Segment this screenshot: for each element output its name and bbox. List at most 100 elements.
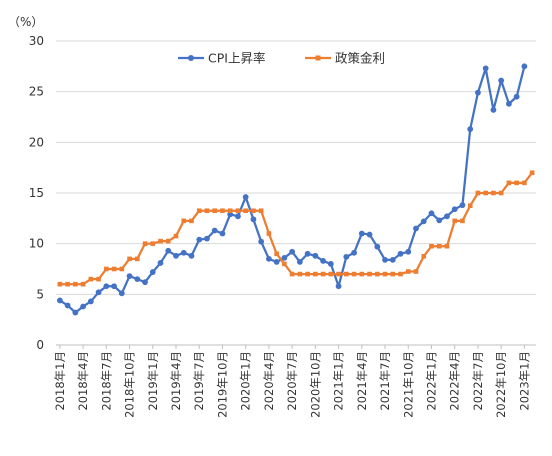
data-point xyxy=(134,256,140,262)
data-point xyxy=(103,283,110,290)
x-tick-label: 2021年7月 xyxy=(378,351,392,411)
data-point xyxy=(514,180,519,186)
legend: CPI上昇率 政策金利 xyxy=(178,51,385,66)
data-point xyxy=(289,248,296,255)
data-point xyxy=(204,208,210,214)
data-point xyxy=(359,271,365,277)
data-point xyxy=(475,190,481,196)
data-point xyxy=(95,289,102,296)
y-tick-label: 20 xyxy=(29,135,44,149)
data-point xyxy=(374,243,381,250)
data-point xyxy=(506,100,512,107)
legend-item: CPI上昇率 xyxy=(178,51,265,66)
x-axis: 2018年1月 2018年4月 2018年7月 2018年10月 2019年1月 2019… xyxy=(53,345,531,418)
data-point xyxy=(420,218,427,225)
data-point xyxy=(390,271,396,277)
data-point xyxy=(335,283,342,290)
data-point xyxy=(351,271,357,277)
x-tick-label: 2022年7月 xyxy=(471,351,485,411)
x-tick-label: 2020年4月 xyxy=(262,351,276,411)
data-point xyxy=(196,236,203,243)
data-point xyxy=(88,276,94,282)
data-point xyxy=(305,271,310,277)
data-point xyxy=(266,255,272,262)
data-point xyxy=(266,231,272,236)
x-tick-label: 2020年10月 xyxy=(308,351,322,418)
data-point xyxy=(405,248,412,255)
data-point xyxy=(491,190,496,196)
data-point xyxy=(451,206,458,213)
data-point xyxy=(281,254,288,261)
data-point xyxy=(134,276,141,283)
data-point xyxy=(289,271,295,277)
data-point xyxy=(482,65,489,72)
y-tick-label: 15 xyxy=(29,186,44,200)
data-point xyxy=(157,260,164,266)
y-tick-label: 0 xyxy=(36,338,44,352)
legend-marker xyxy=(188,55,194,61)
y-tick-label: 10 xyxy=(29,237,44,251)
data-point xyxy=(181,218,187,224)
legend-label: 政策金利 xyxy=(335,51,385,66)
data-point xyxy=(436,243,442,249)
x-tick-label: 2019年10月 xyxy=(215,351,229,418)
data-point xyxy=(274,251,279,257)
x-tick-label: 2018年4月 xyxy=(76,351,90,411)
data-point xyxy=(65,281,70,287)
data-point xyxy=(397,250,404,257)
data-point xyxy=(73,281,78,287)
x-tick-label: 2021年4月 xyxy=(355,351,369,411)
data-point xyxy=(72,309,79,316)
data-point xyxy=(165,247,172,254)
data-point xyxy=(358,230,365,237)
x-tick-label: 2018年10月 xyxy=(123,351,137,418)
x-tick-label: 2018年1月 xyxy=(53,351,67,411)
data-point xyxy=(374,271,380,277)
x-tick-label: 2019年1月 xyxy=(146,351,160,411)
data-point xyxy=(366,231,373,238)
data-point xyxy=(211,227,218,234)
data-point xyxy=(382,271,388,277)
gridlines xyxy=(56,40,536,346)
data-point xyxy=(188,252,195,259)
data-point xyxy=(250,216,257,223)
legend-label: CPI上昇率 xyxy=(208,51,265,66)
data-point xyxy=(56,297,63,304)
data-point xyxy=(235,208,241,214)
y-tick-label: 5 xyxy=(36,287,44,301)
data-point xyxy=(258,208,264,214)
data-point xyxy=(87,298,94,305)
data-point xyxy=(142,241,148,246)
x-tick-label: 2022年1月 xyxy=(424,351,438,411)
data-point xyxy=(118,290,125,297)
data-point xyxy=(498,77,505,84)
data-point xyxy=(119,266,125,272)
data-point xyxy=(180,249,187,256)
data-point xyxy=(158,238,163,244)
data-point xyxy=(343,253,350,260)
data-point xyxy=(382,256,388,263)
x-tick-label: 2022年10月 xyxy=(494,351,508,418)
data-point xyxy=(320,271,326,277)
data-point xyxy=(405,269,411,274)
data-point xyxy=(297,271,303,277)
data-point xyxy=(344,271,349,277)
x-tick-label: 2019年7月 xyxy=(192,351,206,411)
data-point xyxy=(351,249,357,256)
data-point xyxy=(467,203,473,208)
data-point xyxy=(80,303,86,310)
data-point xyxy=(111,266,117,272)
x-tick-label: 2018年7月 xyxy=(99,351,113,411)
x-tick-label: 2022年4月 xyxy=(448,351,462,411)
data-point xyxy=(242,194,249,200)
x-tick-label: 2019年4月 xyxy=(169,351,183,411)
data-point xyxy=(459,202,466,209)
data-point xyxy=(196,208,202,214)
data-point xyxy=(204,235,210,242)
data-point xyxy=(258,238,265,245)
data-point xyxy=(219,230,226,237)
data-point xyxy=(57,281,63,287)
data-point xyxy=(282,261,287,267)
data-point xyxy=(529,170,535,176)
